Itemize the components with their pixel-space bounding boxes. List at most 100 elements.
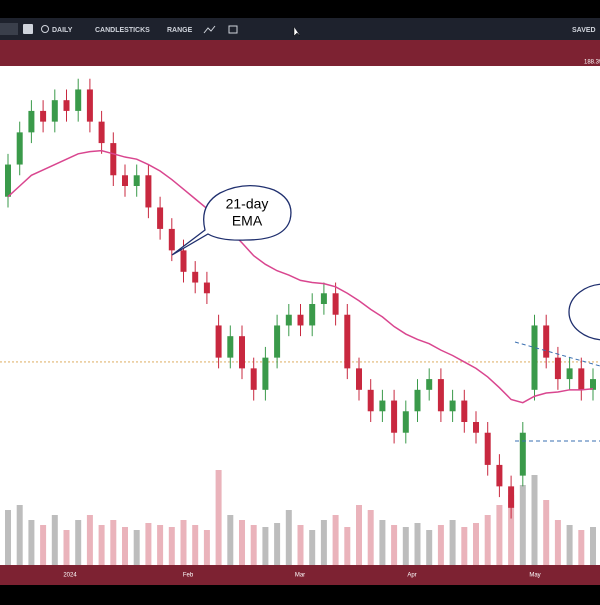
volume-bar xyxy=(274,523,281,565)
volume-bar xyxy=(508,495,515,565)
candle-body xyxy=(215,325,222,358)
candle-body xyxy=(63,100,70,111)
volume-bar xyxy=(367,510,374,565)
last-price-label: 188.39 xyxy=(584,60,600,66)
callout-text: EMA xyxy=(232,213,263,229)
volume-bar xyxy=(227,515,234,565)
save-status[interactable]: SAVED xyxy=(572,27,596,34)
volume-bar xyxy=(449,520,456,565)
interval-button[interactable]: DAILY xyxy=(52,27,73,34)
callout-bubble xyxy=(568,283,600,341)
candle-body xyxy=(578,368,585,390)
candle-body xyxy=(227,336,234,358)
candle-body xyxy=(192,271,199,283)
trend-line xyxy=(514,341,600,367)
volume-bar xyxy=(402,527,409,565)
volume-bar xyxy=(262,527,269,565)
candle-body xyxy=(133,175,140,186)
candle-body xyxy=(320,293,327,304)
volume-bar xyxy=(309,530,316,565)
volume-bar xyxy=(531,475,538,565)
volume-bar xyxy=(461,527,468,565)
volume-bar xyxy=(391,525,398,565)
volume-bar xyxy=(168,527,175,565)
ema-line xyxy=(7,149,594,404)
volume-bar xyxy=(110,520,117,565)
candle-body xyxy=(590,379,596,390)
volume-bar xyxy=(426,530,433,565)
volume-bar xyxy=(379,520,386,565)
volume-bar xyxy=(122,527,128,565)
candle-body xyxy=(356,368,362,390)
candle-body xyxy=(110,143,117,176)
volume-bar xyxy=(75,520,82,565)
candle-body xyxy=(168,228,175,251)
volume-bar xyxy=(554,520,561,565)
volume-bar xyxy=(344,527,351,565)
layout-icon[interactable] xyxy=(228,25,238,34)
candle-body xyxy=(414,389,421,412)
volume-bar xyxy=(578,530,585,565)
candle-body xyxy=(51,100,58,122)
candle-body xyxy=(402,411,409,433)
volume-bar xyxy=(203,530,210,565)
candle-body xyxy=(519,432,526,476)
candle-body xyxy=(262,357,269,390)
candle-body xyxy=(484,432,491,465)
cursor xyxy=(293,27,301,37)
volume-bar xyxy=(40,525,47,565)
candle-body xyxy=(309,304,316,326)
volume-bar xyxy=(16,505,23,565)
add-button[interactable] xyxy=(23,24,33,34)
callout-text: 21-day xyxy=(226,196,269,212)
candle-body xyxy=(274,325,281,358)
candle-body xyxy=(473,422,479,433)
x-tick-label: 2024 xyxy=(63,573,77,579)
candle-body xyxy=(5,164,11,197)
indicator-icon[interactable] xyxy=(203,25,216,34)
x-tick-label: Mar xyxy=(295,573,305,579)
candle-body xyxy=(554,357,561,380)
volume-bar xyxy=(414,523,421,565)
volume-bar xyxy=(180,520,187,565)
volume-bar xyxy=(590,527,596,565)
candle-body xyxy=(16,132,23,165)
volume-bar xyxy=(473,523,479,565)
candle-body xyxy=(332,293,339,315)
volume-bar xyxy=(320,520,327,565)
candle-body xyxy=(203,282,210,294)
symbol-box[interactable] xyxy=(0,23,18,35)
candle-body xyxy=(426,379,433,390)
volume-bar xyxy=(86,515,93,565)
candle-body xyxy=(98,121,105,144)
callout-bubble xyxy=(171,185,292,256)
range-button[interactable]: RANGE xyxy=(167,27,193,34)
volume-bar xyxy=(519,485,526,565)
volume-bar xyxy=(63,530,70,565)
candle-body xyxy=(391,400,398,433)
volume-bar xyxy=(192,525,199,565)
volume-bar xyxy=(566,525,573,565)
candle-body xyxy=(86,89,93,122)
volume-bar xyxy=(496,505,503,565)
x-axis-band xyxy=(0,565,600,585)
candle-body xyxy=(344,314,351,369)
volume-bar xyxy=(215,470,222,565)
volume-bar xyxy=(157,525,164,565)
volume-bar xyxy=(133,530,140,565)
x-tick-label: May xyxy=(529,573,540,579)
candle-body xyxy=(75,89,82,111)
volume-bar xyxy=(239,520,245,565)
candle-body xyxy=(28,110,35,133)
candle-body xyxy=(180,250,187,272)
clock-icon xyxy=(41,25,49,33)
volume-bar xyxy=(543,500,550,565)
candle-body xyxy=(449,400,456,412)
chart-style-button[interactable]: CANDLESTICKS xyxy=(95,27,150,34)
volume-bar xyxy=(285,510,292,565)
candle-body xyxy=(145,175,152,208)
candle-body xyxy=(437,379,444,412)
candle-body xyxy=(496,464,503,487)
volume-bar xyxy=(5,510,11,565)
